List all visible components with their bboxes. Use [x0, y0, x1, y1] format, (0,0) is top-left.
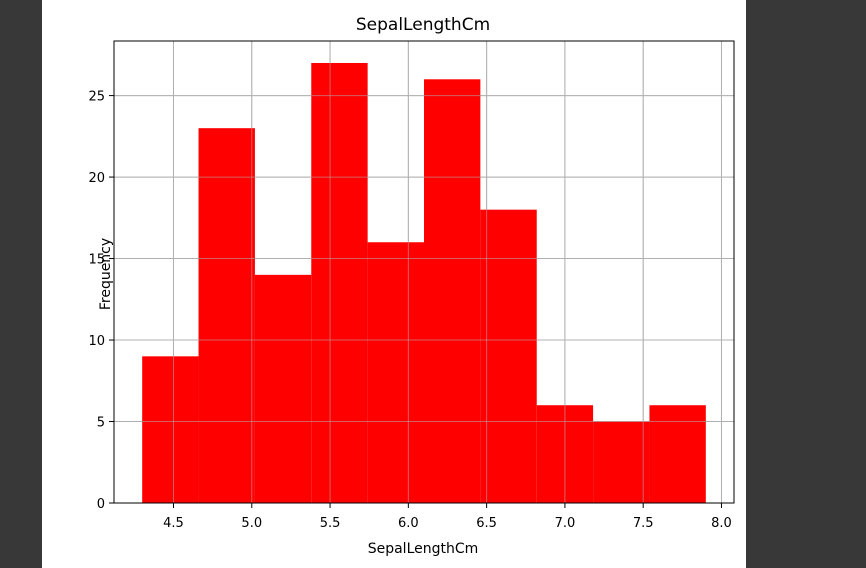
x-tick-label-4: 6.5: [476, 516, 497, 531]
y-axis-label: Frequency: [98, 238, 114, 310]
y-tick-label-2: 10: [88, 334, 105, 349]
x-tick-label-3: 6.0: [398, 516, 419, 531]
histogram-bar-9: [649, 405, 706, 503]
histogram-chart: 4.5 5.0 5.5 6.0 6.5 7.0 7.5 8.0 0 5 10 15 20 25 Sepa…: [88, 15, 735, 557]
histogram-bar-4: [367, 242, 424, 503]
y-tick-label-4: 20: [88, 171, 105, 186]
histogram-bar-8: [593, 421, 650, 503]
histogram-bars: [142, 63, 706, 503]
plot-area-frame: [113, 40, 735, 504]
y-tick-label-1: 5: [97, 416, 105, 431]
grid-lines-overlay: [114, 41, 734, 504]
histogram-bar-0: [142, 356, 199, 503]
y-tick-label-5: 25: [88, 90, 105, 105]
chart-title: SepalLengthCm: [356, 15, 490, 35]
x-tick-label-1: 5.0: [241, 516, 262, 531]
figure-canvas: 4.5 5.0 5.5 6.0 6.5 7.0 7.5 8.0 0 5 10 15 20 25 Sepa…: [42, 0, 746, 568]
y-axis-ticks: 0 5 10 15 20 25: [88, 90, 114, 512]
histogram-bar-1: [198, 128, 255, 503]
x-tick-label-2: 5.5: [320, 516, 341, 531]
x-axis-ticks: 4.5 5.0 5.5 6.0 6.5 7.0 7.5 8.0: [163, 503, 732, 531]
histogram-bar-6: [480, 209, 537, 503]
x-tick-label-0: 4.5: [163, 516, 184, 531]
histogram-bar-3: [311, 63, 368, 503]
x-tick-label-7: 8.0: [711, 516, 732, 531]
y-tick-label-0: 0: [97, 497, 105, 512]
histogram-bar-5: [424, 79, 481, 503]
x-tick-label-6: 7.5: [633, 516, 654, 531]
x-axis-label: SepalLengthCm: [368, 541, 479, 557]
y-tick-label-3: 15: [88, 253, 105, 268]
x-tick-label-5: 7.0: [555, 516, 576, 531]
histogram-bar-2: [254, 274, 312, 503]
